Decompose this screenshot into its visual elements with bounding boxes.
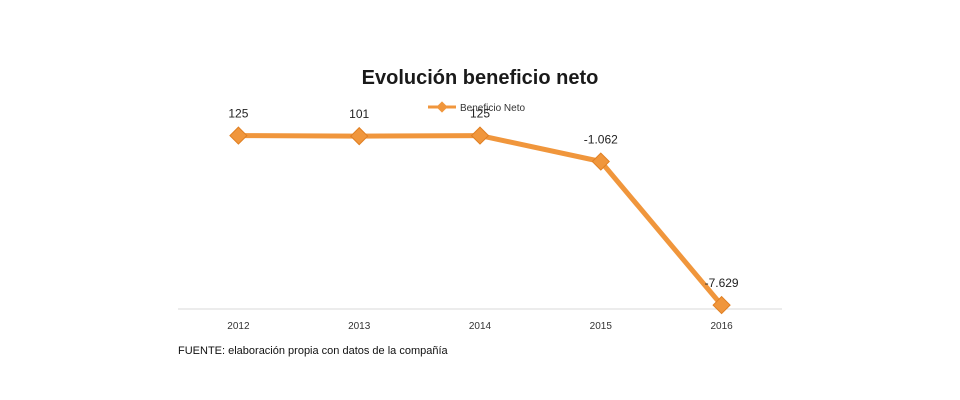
x-tick-label: 2013 [348,321,371,332]
x-tick-label: 2015 [590,321,613,332]
x-tick-label: 2012 [227,321,250,332]
x-axis-ticks: 2012 2013 2014 2015 2016 [227,321,733,332]
data-label: -1.062 [584,133,618,147]
series-line-beneficio-neto [235,133,725,308]
data-label: 101 [349,107,369,121]
data-label: 125 [470,107,490,121]
data-point-marker [470,126,490,145]
data-point-marker [229,126,248,145]
data-label: -7.629 [705,276,739,290]
x-tick-label: 2014 [469,321,492,332]
data-point-marker [350,126,369,146]
legend-marker [436,101,448,113]
legend-label: Beneficio Neto [460,103,525,114]
x-tick-label: 2016 [710,321,733,332]
data-label: 125 [228,107,248,121]
source-note: FUENTE: elaboración propia con datos de … [178,345,449,357]
data-point-marker [712,295,731,315]
chart-title: Evolución beneficio neto [362,67,599,89]
data-labels: 125 101 125 -1.062 -7.629 [228,107,739,290]
data-point-marker [591,152,610,171]
series-points [229,126,731,315]
